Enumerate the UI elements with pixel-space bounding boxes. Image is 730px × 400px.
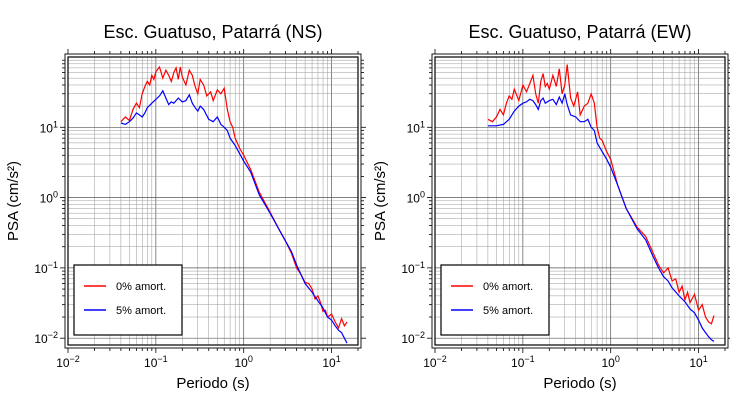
legend-label: 0% amort. (483, 281, 533, 293)
series-line-red (487, 64, 715, 325)
series-line-blue (487, 93, 715, 342)
y-tick-label: 10−1 (34, 260, 58, 276)
y-tick-label: 100 (40, 190, 58, 206)
y-tick-label: 101 (40, 119, 58, 135)
x-tick-label: 10−1 (511, 354, 535, 370)
x-tick-label: 10−2 (56, 354, 80, 370)
x-tick-label: 10−1 (144, 354, 168, 370)
legend: 0% amort. 5% amort. (440, 264, 550, 336)
legend-label: 5% amort. (483, 305, 533, 317)
y-tick-label: 10−2 (34, 330, 58, 346)
legend-label: 5% amort. (116, 305, 166, 317)
y-axis-label: PSA (cm/s²) (5, 161, 22, 241)
chart-title: Esc. Guatuso, Patarrá (NS) (103, 22, 322, 42)
chart-panel-1: 10−2 10−1 100 101 10−2 10−1 100 101 Esc. Guatuso… (5, 22, 366, 392)
x-tick-label: 101 (322, 354, 340, 370)
y-tick-label: 10−1 (401, 260, 425, 276)
y-tick-label: 101 (407, 119, 425, 135)
x-tick-label: 10−2 (423, 354, 447, 370)
x-axis-label: Periodo (s) (176, 375, 249, 392)
legend-box (73, 264, 183, 336)
legend-label: 0% amort. (116, 281, 166, 293)
y-tick-label: 10−2 (401, 330, 425, 346)
y-axis-label: PSA (cm/s²) (372, 161, 389, 241)
y-tick-label: 100 (407, 190, 425, 206)
chart-panel-2: 10−2 10−1 100 101 10−2 10−1 100 101 Esc. Guatuso… (372, 22, 730, 392)
x-tick-label: 101 (689, 354, 707, 370)
x-tick-label: 100 (602, 354, 620, 370)
plot-frame (434, 56, 726, 346)
legend: 0% amort. 5% amort. (73, 264, 183, 336)
x-axis-label: Periodo (s) (543, 375, 616, 392)
x-tick-label: 100 (235, 354, 253, 370)
plot-frame (67, 56, 359, 346)
legend-box (440, 264, 550, 336)
chart-title: Esc. Guatuso, Patarrá (EW) (468, 22, 691, 42)
series-line-blue (120, 89, 348, 344)
